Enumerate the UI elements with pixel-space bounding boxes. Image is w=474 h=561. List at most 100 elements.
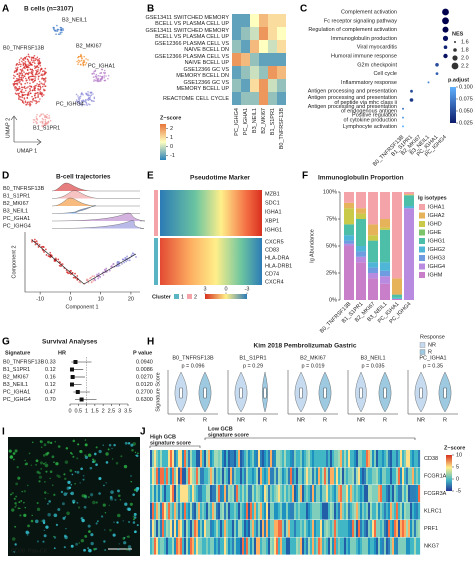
bar-segment xyxy=(404,194,414,196)
heatmap-texture xyxy=(410,520,413,538)
heatmap-texture xyxy=(310,537,313,555)
x-tick-label: -10 xyxy=(36,296,44,302)
heatmap-texture xyxy=(162,502,165,520)
heatmap-texture xyxy=(300,520,303,538)
cell-dot xyxy=(77,95,79,97)
cell-dot xyxy=(87,90,89,93)
x-tick-label: 20 xyxy=(128,296,134,302)
gene-label: IGHA1 xyxy=(265,209,282,215)
heatmap-cell xyxy=(241,27,250,40)
signature-label: B0_TNFRSF13B xyxy=(3,359,45,365)
axis-title: Signature Score xyxy=(155,372,161,411)
cell-dot xyxy=(39,85,42,88)
heatmap-texture xyxy=(224,485,227,503)
cell-dot xyxy=(60,265,62,267)
heatmap-texture xyxy=(348,467,351,485)
image-speckle xyxy=(109,497,114,501)
heatmap-cell xyxy=(241,40,250,53)
heatmap-texture xyxy=(274,467,277,485)
enrichment-dot xyxy=(435,63,439,67)
heatmap-texture xyxy=(192,467,195,485)
bar-segment xyxy=(344,192,354,203)
heatmap-texture xyxy=(192,502,195,520)
cluster-bar xyxy=(154,190,158,236)
heatmap-texture xyxy=(290,450,293,468)
cell-dot xyxy=(27,55,30,58)
heatmap-texture xyxy=(230,502,233,520)
heatmap-texture xyxy=(410,537,413,555)
cell-dot xyxy=(79,55,82,58)
image-speckle xyxy=(25,530,29,535)
heatmap-texture xyxy=(374,537,377,555)
cell-dot xyxy=(39,92,42,94)
image-speckle xyxy=(105,482,107,484)
cell-dot xyxy=(23,85,26,88)
heatmap-texture xyxy=(316,485,319,503)
heatmap-texture xyxy=(200,467,203,485)
heatmap-texture xyxy=(216,537,219,555)
cell-dot xyxy=(93,70,95,73)
x-tick-label: 2 xyxy=(102,408,105,414)
cell-dot xyxy=(74,272,76,275)
x-tick-label: NR xyxy=(417,417,425,423)
heatmap-texture xyxy=(312,485,315,503)
heatmap-texture xyxy=(396,520,399,538)
cell-dot xyxy=(40,82,42,84)
heatmap-texture xyxy=(168,467,171,485)
cell-dot xyxy=(27,92,30,95)
heatmap-texture xyxy=(306,537,309,555)
cell-dot xyxy=(31,61,34,64)
heatmap-texture xyxy=(204,520,207,538)
legend-swatch xyxy=(419,349,426,355)
heatmap-texture xyxy=(318,467,321,485)
heatmap-texture xyxy=(162,450,165,468)
legend-tick-label: 2 xyxy=(170,126,173,132)
heatmap-texture xyxy=(236,450,239,468)
panel-title: Survival Analyses xyxy=(42,339,98,346)
heatmap-texture xyxy=(266,450,269,468)
cell-dot xyxy=(24,67,26,70)
heatmap-texture xyxy=(296,520,299,538)
heatmap-texture xyxy=(372,450,375,468)
heatmap-texture xyxy=(250,450,253,468)
cell-dot xyxy=(80,55,83,58)
ridge-label: PC_IGHG4 xyxy=(3,223,31,229)
heatmap-texture xyxy=(390,467,393,485)
heatmap-texture xyxy=(372,537,375,555)
heatmap-texture xyxy=(332,485,335,503)
heatmap-texture xyxy=(266,537,269,555)
gene-label: HLA-DRB1 xyxy=(265,263,292,269)
term-label: Fc receptor signaling pathway xyxy=(324,18,397,24)
heatmap-texture xyxy=(368,450,371,468)
heatmap-texture xyxy=(170,537,173,555)
heatmap-texture xyxy=(348,450,351,468)
heatmap-texture xyxy=(398,467,401,485)
heatmap-texture xyxy=(360,502,363,520)
cell-dot xyxy=(35,120,37,123)
heatmap-texture xyxy=(322,485,325,503)
bar-segment xyxy=(404,206,414,209)
cell-dot xyxy=(38,243,41,246)
gene-label: PRF1 xyxy=(424,526,438,532)
image-speckle xyxy=(31,441,34,444)
cell-dot xyxy=(19,80,21,83)
cell-dot xyxy=(33,61,35,63)
heatmap-texture xyxy=(238,537,241,555)
cell-dot xyxy=(82,93,84,96)
image-speckle xyxy=(69,469,73,472)
heatmap-texture xyxy=(244,485,247,503)
heatmap-texture xyxy=(150,537,153,555)
heatmap-texture xyxy=(246,502,249,520)
heatmap-texture xyxy=(208,467,211,485)
bar-segment xyxy=(404,208,414,300)
heatmap-texture xyxy=(152,502,155,520)
heatmap-texture xyxy=(406,537,409,555)
heatmap-texture xyxy=(378,537,381,555)
cell-dot xyxy=(62,29,65,31)
heatmap-texture xyxy=(252,537,255,555)
image-speckle xyxy=(72,455,75,458)
cell-dot xyxy=(36,56,39,59)
heatmap-texture xyxy=(222,485,225,503)
image-speckle xyxy=(19,507,21,510)
